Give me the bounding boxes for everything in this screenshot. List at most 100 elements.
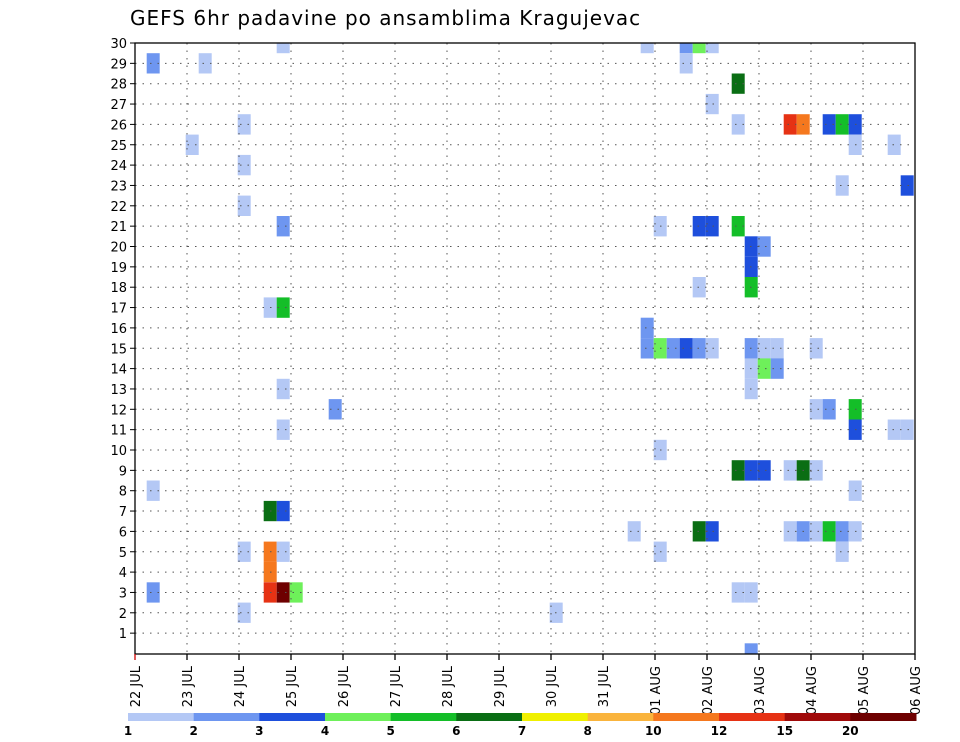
heatmap-cell xyxy=(146,53,160,74)
heatmap-cell xyxy=(822,114,836,135)
y-tick-label: 10 xyxy=(110,444,127,459)
y-tick-label: 14 xyxy=(110,363,127,378)
colorbar-label: 1 xyxy=(124,724,132,738)
heatmap-cell xyxy=(666,338,680,359)
y-tick-label: 19 xyxy=(110,261,127,276)
y-tick-label: 12 xyxy=(110,403,127,418)
colorbar-swatch xyxy=(719,713,786,721)
colorbar-label: 7 xyxy=(518,724,526,738)
colorbar-swatch xyxy=(390,713,457,721)
heatmap-cell xyxy=(705,216,719,237)
heatmap-cell xyxy=(289,582,303,603)
y-tick-label: 25 xyxy=(110,139,127,154)
y-tick-label: 3 xyxy=(119,586,127,601)
colorbar-label: 3 xyxy=(255,724,263,738)
y-tick-label: 6 xyxy=(119,525,127,540)
heatmap-cell xyxy=(692,338,706,359)
y-tick-label: 22 xyxy=(110,200,127,215)
heatmap-cell xyxy=(783,521,797,542)
colorbar-swatch xyxy=(193,713,260,721)
y-tick-label: 1 xyxy=(119,627,127,642)
heatmap-cell xyxy=(276,297,290,318)
colorbar-label: 6 xyxy=(452,724,460,738)
x-tick-label: 23 JUL xyxy=(181,665,196,707)
heatmap-cell xyxy=(198,53,212,74)
colorbar-swatch xyxy=(784,713,851,721)
y-tick-label: 30 xyxy=(110,37,127,52)
y-tick-label: 11 xyxy=(110,424,127,439)
y-tick-label: 18 xyxy=(110,281,127,296)
heatmap-cell xyxy=(679,53,693,74)
x-tick-label: 22 JUL xyxy=(129,665,144,707)
heatmap-cell xyxy=(705,521,719,542)
y-tick-label: 24 xyxy=(110,159,127,174)
heatmap-cell xyxy=(822,399,836,420)
colorbar-label: 20 xyxy=(842,724,859,738)
grid-lines xyxy=(135,43,915,654)
y-tick-label: 2 xyxy=(119,607,127,622)
heatmap-cell xyxy=(835,175,849,196)
x-tick-label: 30 JUL xyxy=(545,665,560,707)
colorbar-label: 2 xyxy=(190,724,198,738)
colorbar: 1 2 3 4 5 6 7 8 10 12 15 20 xyxy=(124,713,917,738)
heatmap-cell xyxy=(146,480,160,501)
heatmap-cell xyxy=(770,338,784,359)
chart-title: GEFS 6hr padavine po ansamblima Kragujev… xyxy=(130,6,642,30)
heatmap-cell xyxy=(276,500,290,522)
heatmap-cell xyxy=(822,521,836,542)
colorbar-swatch xyxy=(587,713,654,721)
heatmap-cell xyxy=(237,602,251,623)
heatmap-cell xyxy=(770,358,784,379)
heatmap-cell xyxy=(887,419,901,440)
heatmap-cell xyxy=(887,134,901,155)
heatmap-cell xyxy=(757,236,771,257)
colorbar-swatch xyxy=(325,713,392,721)
y-tick-label: 23 xyxy=(110,179,127,194)
heatmap-cell xyxy=(809,399,823,420)
x-tick-label: 05 AUG xyxy=(857,666,872,715)
heatmap-cell xyxy=(809,521,823,542)
heatmap-cell xyxy=(757,460,771,481)
y-tick-label: 29 xyxy=(110,57,127,72)
heatmap-cell xyxy=(783,114,797,135)
y-axis: 1234567891011121314151617181920212223242… xyxy=(110,37,135,642)
x-tick-label: 27 JUL xyxy=(389,665,404,707)
x-tick-label: 25 JUL xyxy=(285,665,300,707)
y-tick-label: 7 xyxy=(119,505,127,520)
heatmap-cell xyxy=(731,73,745,94)
x-tick-label: 02 AUG xyxy=(701,666,716,715)
colorbar-swatch xyxy=(128,713,195,721)
heatmap-cell xyxy=(640,317,654,339)
colorbar-label: 15 xyxy=(776,724,793,738)
heatmap-cell xyxy=(679,338,693,359)
heatmap-cell xyxy=(237,541,251,562)
heatmap-cell xyxy=(692,277,706,298)
heatmap-cell xyxy=(679,43,693,54)
heatmap-cell xyxy=(757,338,771,359)
heatmap-cell xyxy=(705,338,719,359)
heatmap-cell xyxy=(185,134,199,155)
heatmap-cell xyxy=(276,43,290,54)
y-tick-label: 17 xyxy=(110,302,127,317)
heatmap-cell xyxy=(692,521,706,542)
x-tick-label: 31 JUL xyxy=(597,665,612,707)
x-tick-label: 03 AUG xyxy=(753,666,768,715)
heatmap-cell xyxy=(731,216,745,237)
heatmap-cell xyxy=(276,216,290,237)
heatmap-cell xyxy=(276,541,290,562)
heatmap-cell xyxy=(835,114,849,135)
colorbar-swatch xyxy=(850,713,917,721)
x-tick-label: 04 AUG xyxy=(805,666,820,715)
colorbar-swatch xyxy=(456,713,523,721)
heatmap-cell xyxy=(744,643,758,654)
heatmap-cell xyxy=(835,521,849,542)
heatmap-cell xyxy=(705,43,719,54)
x-axis: 22 JUL 23 JUL 24 JUL 25 JUL 26 JUL 27 JUL 28 J… xyxy=(129,654,924,715)
colorbar-swatch xyxy=(653,713,720,721)
heatmap-cell xyxy=(809,460,823,481)
heatmap-cell xyxy=(835,541,849,562)
heatmap-cell xyxy=(783,460,797,481)
colorbar-swatch xyxy=(522,713,589,721)
heatmap-cell xyxy=(692,216,706,237)
